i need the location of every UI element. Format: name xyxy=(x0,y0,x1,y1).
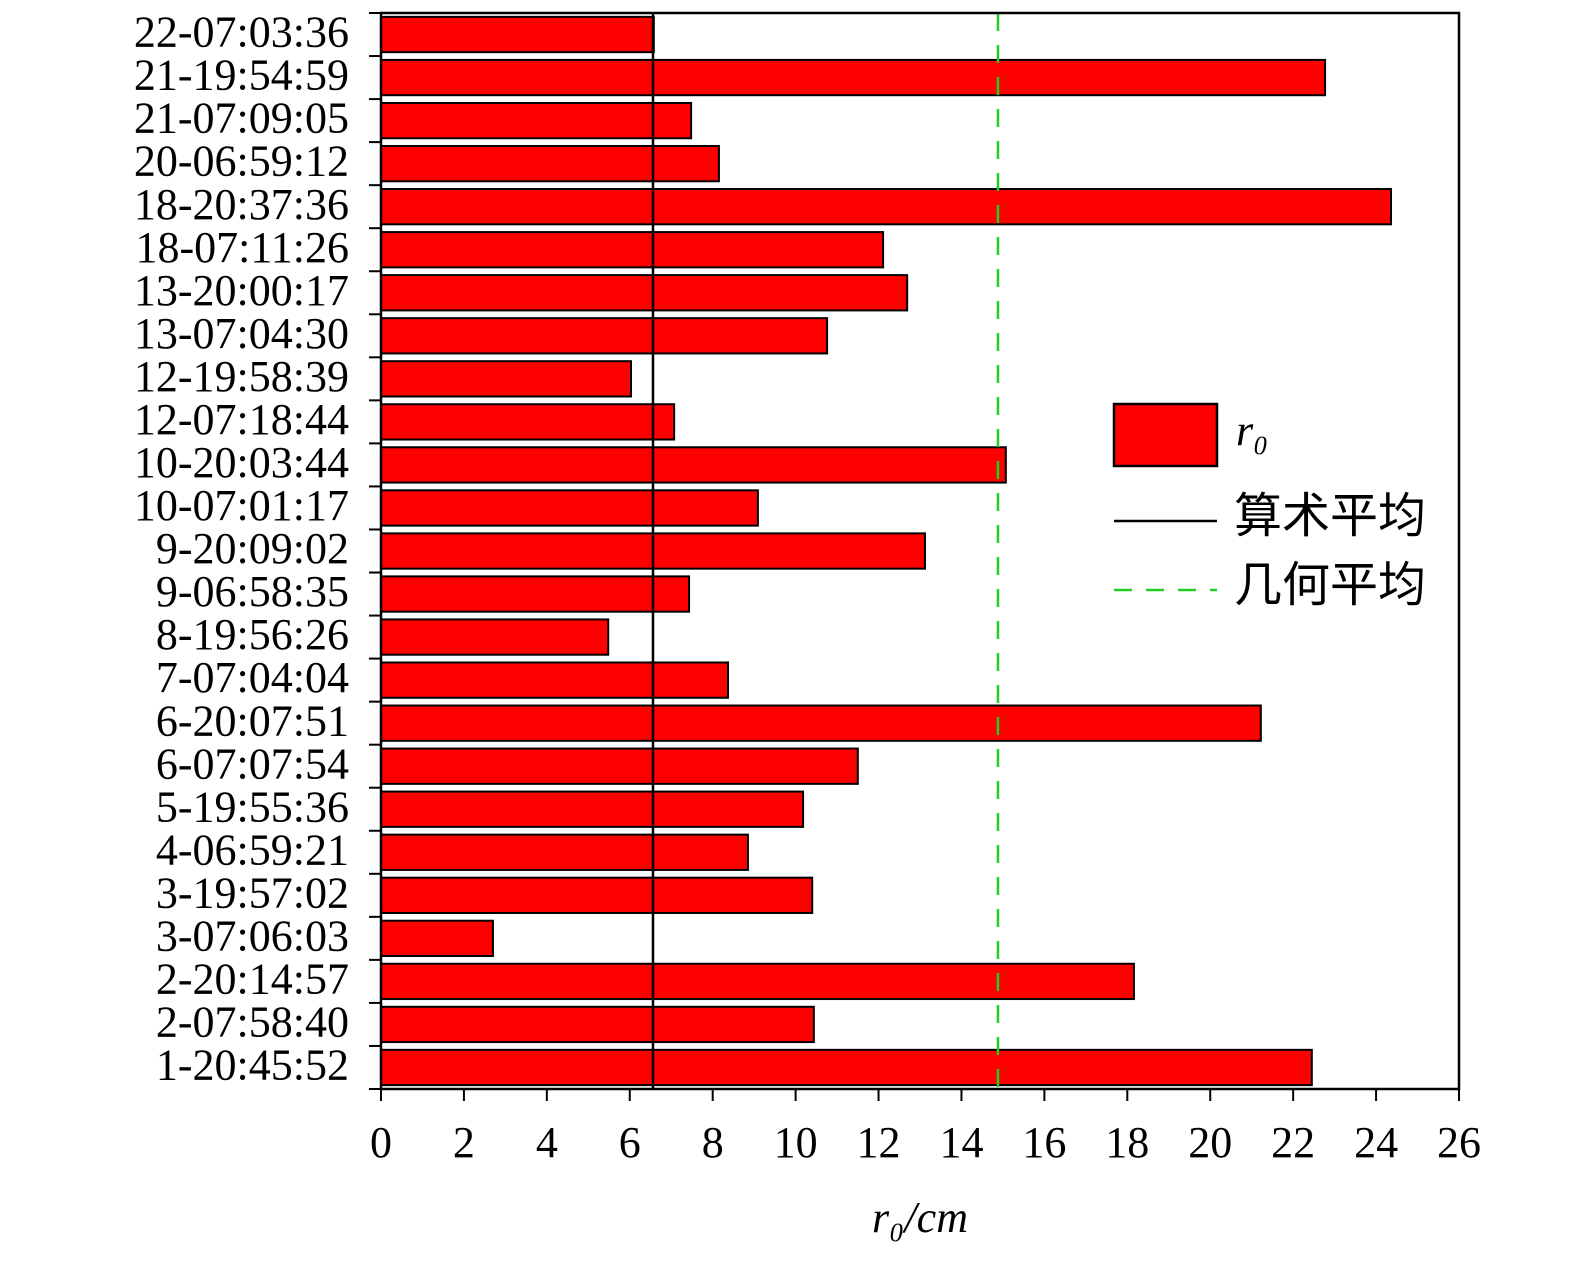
bar xyxy=(380,962,1135,1001)
y-tick-label: 2-20:14:57 xyxy=(156,954,349,1003)
y-tick-label: 9-20:09:02 xyxy=(156,524,349,573)
bar xyxy=(380,1005,815,1044)
legend-label: 几何平均 xyxy=(1234,559,1426,612)
bar xyxy=(380,274,909,312)
legend-swatch xyxy=(1112,402,1219,468)
y-tick-label: 12-07:18:44 xyxy=(134,395,349,444)
y-tick-label: 21-07:09:05 xyxy=(134,94,349,143)
x-tick-label: 12 xyxy=(857,1118,901,1167)
x-tick-label: 2 xyxy=(453,1118,475,1167)
bar xyxy=(380,188,1393,226)
x-tick-label: 14 xyxy=(939,1118,983,1167)
y-tick-label: 20-06:59:12 xyxy=(134,137,349,186)
x-tick-label: 24 xyxy=(1354,1118,1398,1167)
y-tick-label: 7-07:04:04 xyxy=(156,653,349,702)
y-tick-label: 6-07:07:54 xyxy=(156,739,349,788)
y-tick-label: 6-20:07:51 xyxy=(156,696,349,745)
y-tick-label: 13-07:04:30 xyxy=(134,309,349,358)
bar xyxy=(380,58,1327,97)
bar xyxy=(380,101,693,140)
y-tick-label: 13-20:00:17 xyxy=(134,266,349,315)
y-tick-label: 10-20:03:44 xyxy=(134,438,349,487)
y-tick-label: 12-19:58:39 xyxy=(134,352,349,401)
bar xyxy=(380,446,1007,484)
y-tick-label: 1-20:45:52 xyxy=(156,1041,349,1090)
y-tick-label: 8-19:56:26 xyxy=(156,610,349,659)
bar xyxy=(380,575,691,613)
legend-label: r₀ xyxy=(1236,406,1268,455)
y-tick-label: 3-19:57:02 xyxy=(156,868,349,917)
y-tick-label: 2-07:58:40 xyxy=(156,998,349,1047)
bar xyxy=(380,1048,1313,1087)
y-tick-label: 5-19:55:36 xyxy=(156,782,349,831)
x-tick-label: 0 xyxy=(370,1118,392,1167)
bar xyxy=(380,15,655,54)
bar xyxy=(380,360,633,398)
bar xyxy=(380,489,759,527)
bar xyxy=(380,876,814,914)
x-tick-label: 20 xyxy=(1188,1118,1232,1167)
bar xyxy=(380,317,829,355)
bar xyxy=(380,618,610,656)
bar xyxy=(380,661,730,699)
bar xyxy=(380,144,720,183)
y-tick-label: 10-07:01:17 xyxy=(134,481,349,530)
bar xyxy=(380,704,1262,742)
y-tick-label: 18-07:11:26 xyxy=(136,223,349,272)
x-tick-label: 22 xyxy=(1271,1118,1315,1167)
x-tick-label: 10 xyxy=(774,1118,818,1167)
x-tick-label: 6 xyxy=(619,1118,641,1167)
y-tick-label: 9-06:58:35 xyxy=(156,567,349,616)
legend-label: 算术平均 xyxy=(1234,490,1426,543)
bar xyxy=(380,403,676,441)
bar xyxy=(380,833,749,871)
x-tick-label: 18 xyxy=(1105,1118,1149,1167)
x-tick-label: 16 xyxy=(1022,1118,1066,1167)
x-tick-label: 4 xyxy=(536,1118,558,1167)
x-axis-label: r₀/cm xyxy=(872,1193,968,1242)
bar xyxy=(380,790,805,828)
y-tick-label: 4-06:59:21 xyxy=(156,825,349,874)
bar xyxy=(380,231,885,269)
y-tick-label: 18-20:37:36 xyxy=(134,180,349,229)
x-tick-label: 8 xyxy=(702,1118,724,1167)
bar xyxy=(380,919,494,958)
bar xyxy=(380,747,859,785)
x-tick-label: 26 xyxy=(1437,1118,1481,1167)
plot-frame xyxy=(379,11,1461,1091)
y-tick-label: 21-19:54:59 xyxy=(134,51,349,100)
y-tick-label: 22-07:03:36 xyxy=(134,8,349,57)
y-tick-label: 3-07:06:03 xyxy=(156,911,349,960)
